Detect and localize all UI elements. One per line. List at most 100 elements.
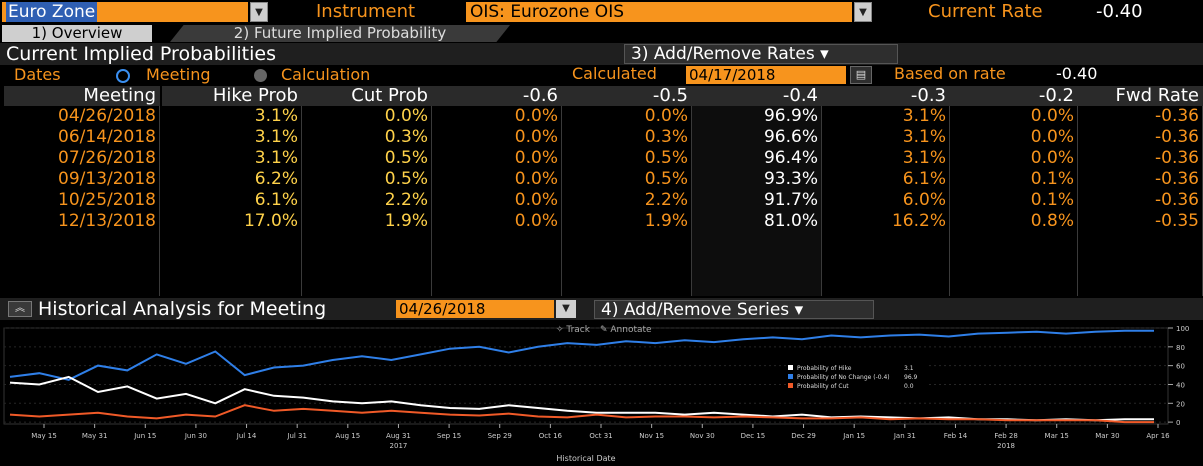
- table-cell: -0.36: [1155, 190, 1199, 210]
- legend-entry: Probability of Hike: [797, 365, 852, 372]
- calculated-label: Calculated: [572, 64, 657, 83]
- table-cell: 93.3%: [763, 169, 818, 189]
- table-cell: 0.0%: [514, 127, 558, 147]
- tab-overview[interactable]: 1) Overview: [2, 25, 152, 42]
- table-cell: 0.3%: [384, 127, 428, 147]
- series-line: [9, 329, 1154, 381]
- instrument-value: OIS: Eurozone OIS: [470, 2, 624, 22]
- table-cell: -0.36: [1155, 148, 1199, 168]
- add-remove-rates-button[interactable]: 3) Add/Remove Rates ▾: [624, 44, 898, 64]
- instrument-dropdown[interactable]: OIS: Eurozone OIS: [466, 2, 852, 22]
- legend-swatch: [788, 374, 793, 379]
- year-label: 2017: [390, 442, 408, 450]
- legend-entry: Probability of Cut: [797, 383, 849, 390]
- table-column: [432, 106, 562, 296]
- legend-value: 96.9: [904, 374, 918, 381]
- table-cell: 0.0%: [514, 148, 558, 168]
- historical-chart[interactable]: 0 20 40 60 80 100 May 15 May 31 Jun 15 Jun 30 Jul …: [0, 320, 1203, 463]
- table-cell: 81.0%: [763, 211, 818, 231]
- meeting-date-arrow-icon[interactable]: ▼: [556, 300, 576, 318]
- track-label: ✧ Track: [556, 325, 591, 335]
- table-cell: 0.5%: [644, 148, 688, 168]
- table-cell: 2.2%: [384, 190, 428, 210]
- table-cell: 17.0%: [243, 211, 298, 231]
- y-tick-label: 60: [1176, 363, 1185, 371]
- column-header[interactable]: -0.3: [822, 86, 950, 106]
- meeting-date-cell[interactable]: 12/13/2018: [58, 211, 156, 231]
- meeting-radio-icon[interactable]: [116, 69, 130, 83]
- column-header[interactable]: -0.6: [432, 86, 562, 106]
- column-header[interactable]: Meeting: [4, 86, 160, 106]
- collapse-icon[interactable]: ︽: [8, 301, 32, 317]
- table-cell: 6.1%: [254, 190, 298, 210]
- table-cell: 0.0%: [1030, 127, 1074, 147]
- table-cell: 96.9%: [763, 106, 818, 126]
- table-cell: -0.35: [1155, 211, 1199, 231]
- calendar-icon[interactable]: ▤: [850, 66, 872, 84]
- table-cell: 3.1%: [254, 127, 298, 147]
- x-tick-label: Sep 29: [488, 432, 512, 440]
- top-bar: Euro Zone ▼ Instrument OIS: Eurozone OIS…: [0, 0, 1203, 24]
- table-cell: 6.1%: [902, 169, 946, 189]
- table-cell: 3.1%: [902, 148, 946, 168]
- table-cell: 1.9%: [644, 211, 688, 231]
- table-cell: 3.1%: [254, 148, 298, 168]
- x-tick-label: Jun 30: [184, 432, 207, 440]
- table-cell: 0.0%: [384, 106, 428, 126]
- y-tick-label: 80: [1176, 344, 1185, 352]
- table-column: [562, 106, 692, 296]
- table-cell: 96.4%: [763, 148, 818, 168]
- table-cell: -0.36: [1155, 106, 1199, 126]
- table-cell: 3.1%: [254, 106, 298, 126]
- x-tick-label: Sep 15: [437, 432, 461, 440]
- x-tick-label: May 31: [82, 432, 108, 440]
- table-cell: -0.36: [1155, 127, 1199, 147]
- column-header[interactable]: -0.2: [950, 86, 1078, 106]
- column-header[interactable]: -0.4: [692, 86, 822, 106]
- column-header[interactable]: -0.5: [562, 86, 692, 106]
- table-column: [4, 106, 160, 296]
- table-cell: 0.1%: [1030, 169, 1074, 189]
- tab-future-implied-probability[interactable]: 2) Future Implied Probability: [170, 25, 510, 42]
- meeting-date-cell[interactable]: 06/14/2018: [58, 127, 156, 147]
- meeting-date-cell[interactable]: 10/25/2018: [58, 190, 156, 210]
- meeting-date-cell[interactable]: 07/26/2018: [58, 148, 156, 168]
- y-tick-label: 20: [1176, 400, 1185, 408]
- meeting-date-dropdown[interactable]: 04/26/2018: [396, 300, 554, 318]
- table-cell: 0.0%: [644, 106, 688, 126]
- y-tick-label: 0: [1176, 419, 1180, 427]
- current-rate-label: Current Rate: [928, 1, 1043, 22]
- table-cell: 96.6%: [763, 127, 818, 147]
- table-cell: 91.7%: [763, 190, 818, 210]
- calculation-radio-icon[interactable]: [254, 69, 267, 82]
- x-tick-label: Aug 31: [386, 432, 411, 440]
- y-tick-label: 40: [1176, 381, 1185, 389]
- current-rate-value: -0.40: [1096, 1, 1143, 22]
- add-remove-series-button[interactable]: 4) Add/Remove Series ▾: [594, 300, 874, 319]
- meeting-date-value: 04/26/2018: [399, 300, 486, 318]
- x-axis-label: Historical Date: [556, 454, 615, 462]
- legend-value: 3.1: [904, 365, 914, 372]
- instrument-dropdown-arrow-icon[interactable]: ▼: [854, 2, 872, 22]
- table-cell: 0.5%: [644, 169, 688, 189]
- x-tick-label: Jan 31: [893, 432, 916, 440]
- x-tick-label: Mar 15: [1045, 432, 1069, 440]
- x-tick-label: Dec 15: [741, 432, 766, 440]
- calculation-option-label[interactable]: Calculation: [281, 65, 371, 84]
- table-cell: 0.0%: [514, 190, 558, 210]
- meeting-date-cell[interactable]: 09/13/2018: [58, 169, 156, 189]
- plot-area: [3, 327, 1169, 425]
- based-on-rate-label: Based on rate: [894, 64, 1006, 83]
- column-header[interactable]: Hike Prob: [162, 86, 302, 106]
- meeting-date-cell[interactable]: 04/26/2018: [58, 106, 156, 126]
- table-cell: 0.5%: [384, 169, 428, 189]
- table-column: [1078, 106, 1203, 296]
- region-dropdown[interactable]: Euro Zone: [2, 2, 248, 22]
- x-tick-label: Jun 15: [133, 432, 156, 440]
- region-dropdown-arrow-icon[interactable]: ▼: [250, 2, 268, 22]
- calculated-date-field[interactable]: 04/17/2018: [686, 66, 846, 84]
- column-header[interactable]: Fwd Rate: [1078, 86, 1203, 106]
- meeting-option-label[interactable]: Meeting: [146, 65, 211, 84]
- column-header[interactable]: Cut Prob: [302, 86, 432, 106]
- table-column: [822, 106, 950, 296]
